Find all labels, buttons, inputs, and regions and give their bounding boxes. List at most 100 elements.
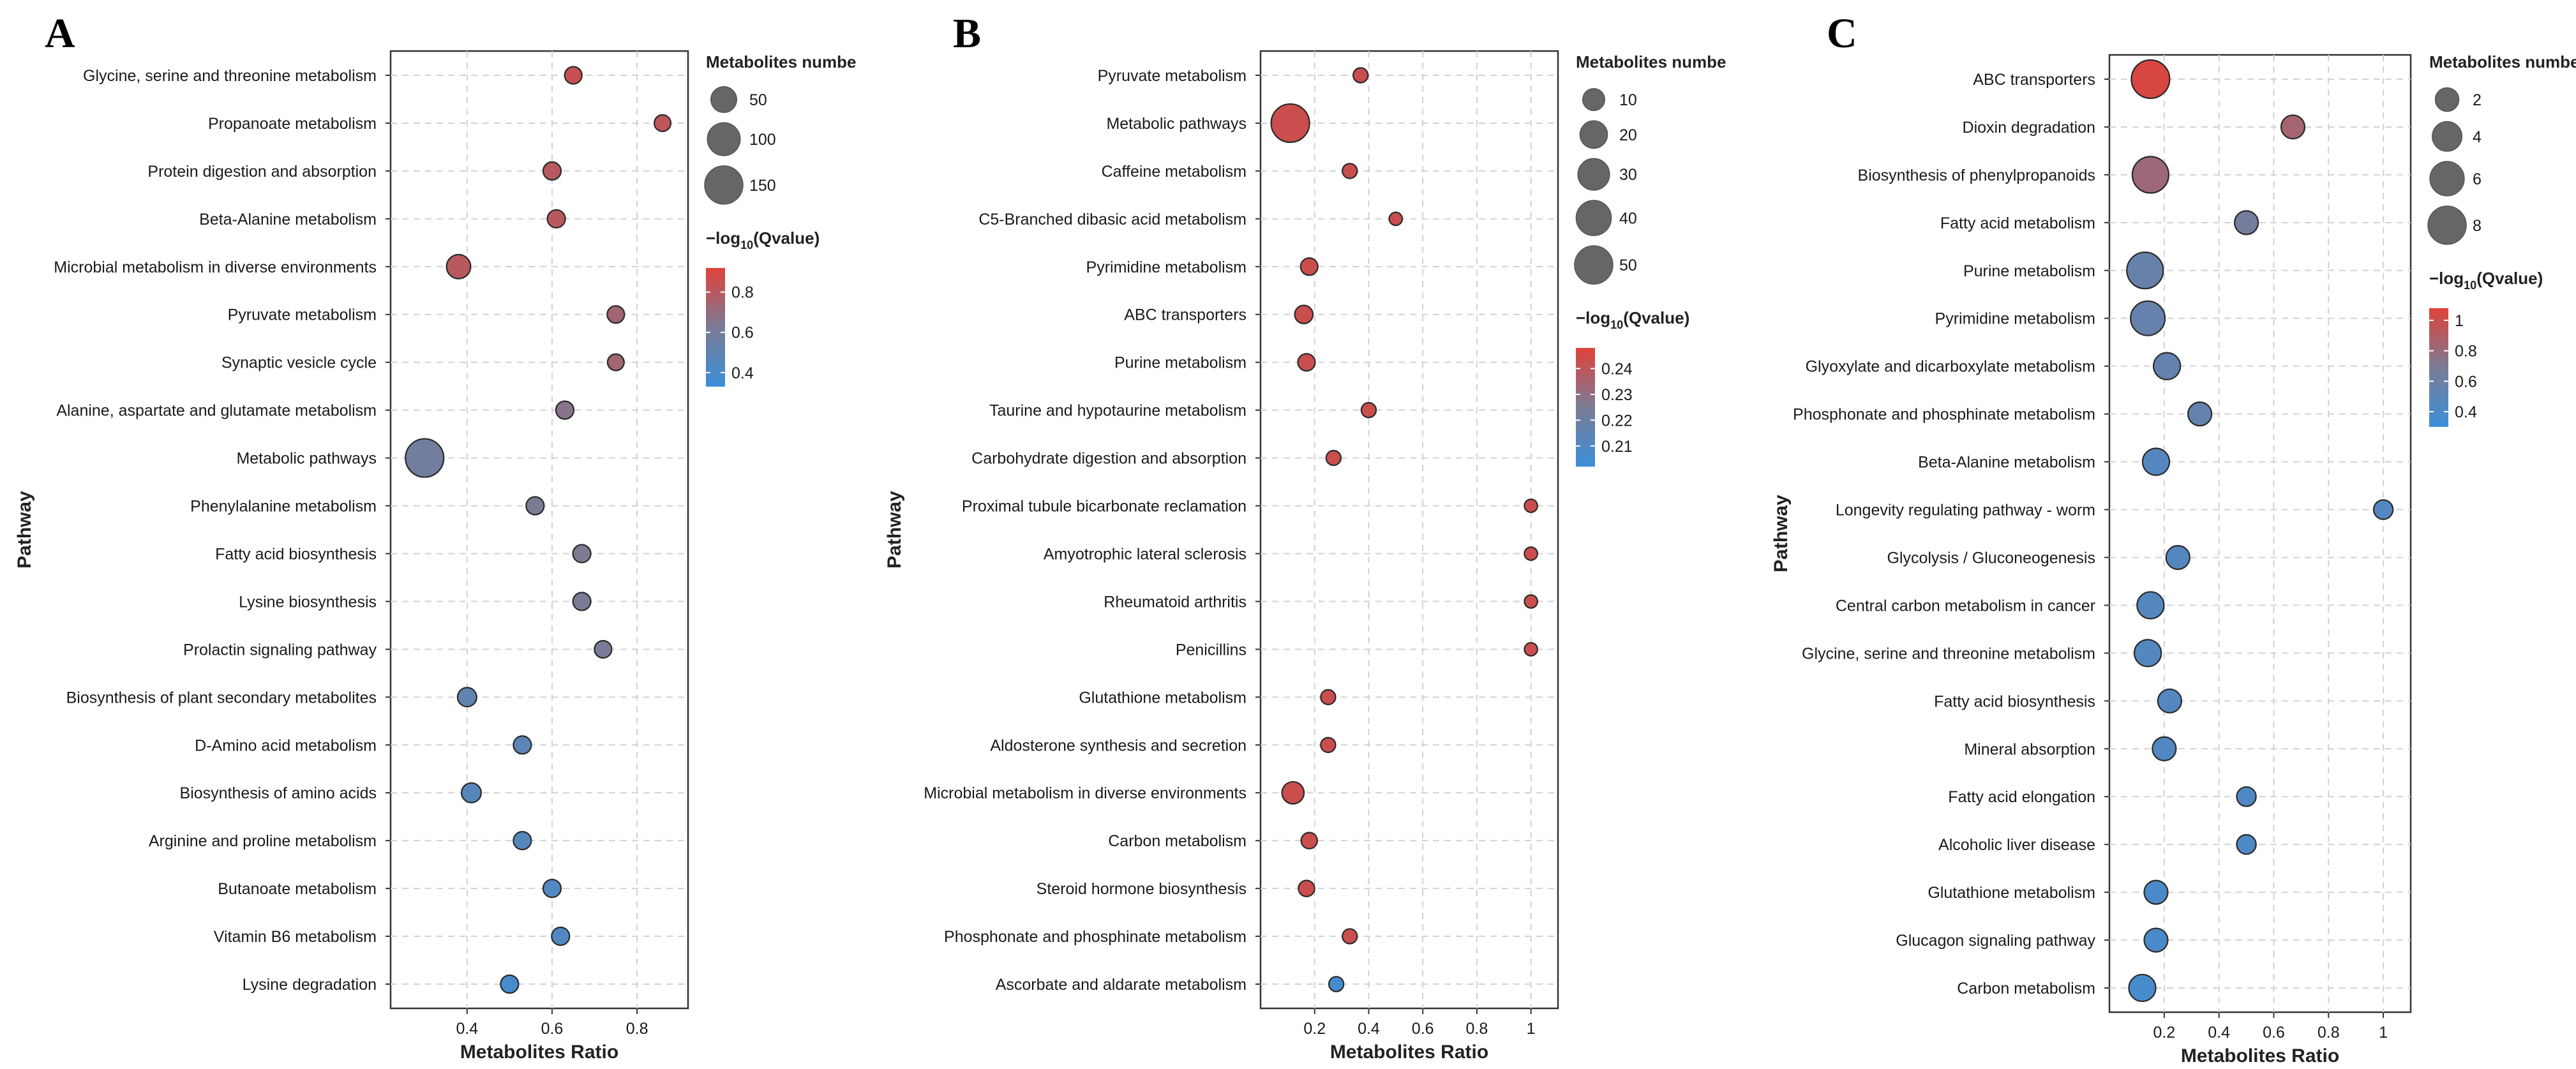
data-point <box>1320 689 1337 706</box>
data-point <box>555 400 575 420</box>
x-tick-label: 0.6 <box>2263 1024 2285 1042</box>
x-tick-label: 1 <box>1527 1020 1536 1038</box>
data-point <box>551 926 571 946</box>
data-point <box>542 161 562 181</box>
size-legend-circle <box>704 165 744 205</box>
pathway-label: Alcoholic liver disease <box>1938 836 2095 854</box>
pathway-label: Caffeine metabolism <box>1102 163 1247 181</box>
plot-frame <box>2108 54 2412 1013</box>
data-point <box>1300 832 1318 849</box>
pathway-label: Glyoxylate and dicarboxylate metabolism <box>1806 358 2095 376</box>
data-point <box>1388 211 1404 227</box>
pathway-label: Lysine biosynthesis <box>239 593 377 611</box>
data-point <box>1360 401 1377 419</box>
pathway-label: Prolactin signaling pathway <box>183 641 377 659</box>
data-point <box>546 209 566 228</box>
pathway-label: Protein digestion and absorption <box>147 163 377 181</box>
pathway-label: Carbon metabolism <box>1957 980 2095 998</box>
pathway-label: D-Amino acid metabolism <box>195 736 377 754</box>
pathway-label: Glutathione metabolism <box>1079 689 1247 706</box>
data-point <box>446 253 472 280</box>
size-legend-label: 100 <box>749 131 776 149</box>
size-legend-label: 4 <box>2473 128 2482 146</box>
pathway-label: Fatty acid biosynthesis <box>1934 692 2095 710</box>
size-legend-circle <box>710 86 738 114</box>
pathway-label: Synaptic vesicle cycle <box>221 354 377 372</box>
data-point <box>1524 546 1538 561</box>
pathway-label: Arginine and proline metabolism <box>149 832 377 850</box>
data-point <box>405 438 445 478</box>
data-point <box>525 496 545 516</box>
size-legend-circle <box>1579 120 1608 149</box>
x-tick-label: 0.2 <box>2153 1024 2175 1042</box>
color-legend-label: 0.4 <box>731 364 754 382</box>
pathway-label: Purine metabolism <box>1114 354 1247 372</box>
data-point <box>2280 114 2306 140</box>
color-legend-label: 1 <box>2455 312 2464 330</box>
data-point <box>1299 257 1319 276</box>
panel-letter: B <box>953 10 981 57</box>
data-point <box>594 639 613 659</box>
color-legend-bar <box>2429 308 2448 427</box>
data-point <box>2165 544 2190 571</box>
color-legend-label: 0.8 <box>2455 343 2477 361</box>
color-legend-label: 0.6 <box>2455 373 2477 391</box>
pathway-label: Amyotrophic lateral sclerosis <box>1044 545 1247 563</box>
y-axis-title: Pathway <box>1771 495 1792 572</box>
data-point <box>2372 499 2394 520</box>
size-legend-label: 10 <box>1619 91 1637 109</box>
data-point <box>2236 786 2257 807</box>
pathway-label: Central carbon metabolism in cancer <box>1836 597 2095 615</box>
x-tick-label: 0.8 <box>626 1020 648 1038</box>
data-point <box>1297 353 1316 372</box>
size-legend-circle <box>2434 87 2460 112</box>
data-point <box>606 305 625 324</box>
color-legend-bar <box>706 267 725 387</box>
data-point <box>2143 879 2169 905</box>
x-tick-label: 0.8 <box>1466 1020 1488 1038</box>
color-legend-label: 0.6 <box>731 324 754 342</box>
panel-letter: C <box>1827 10 1857 57</box>
data-point <box>542 878 562 899</box>
x-tick-label: 0.4 <box>456 1020 478 1038</box>
data-point <box>1320 736 1337 753</box>
pathway-label: Mineral absorption <box>1964 740 2095 758</box>
data-point <box>1294 304 1314 325</box>
pathway-label: Phosphonate and phosphinate metabolism <box>1793 406 2095 424</box>
size-legend-title: Metabolites numbe <box>1576 52 1726 71</box>
data-point <box>2130 59 2171 100</box>
size-legend-label: 50 <box>1619 257 1637 274</box>
size-legend-circle <box>1574 245 1614 285</box>
pathway-label: Pyrimidine metabolism <box>1086 258 1247 276</box>
pathway-label: C5-Branched dibasic acid metabolism <box>978 211 1247 228</box>
data-point <box>2131 156 2169 194</box>
data-point <box>1524 594 1538 609</box>
data-point <box>2143 927 2169 953</box>
panel-b: B Pyruvate metabolism Metabolic pathways Ca… <box>884 10 1726 1063</box>
pathway-label: Microbial metabolism in diverse environm… <box>924 784 1247 802</box>
pathway-label: Glycine, serine and threonine metabolism <box>83 67 377 85</box>
x-tick-label: 0.2 <box>1303 1020 1326 1038</box>
data-point <box>1524 498 1538 513</box>
data-point <box>2152 352 2182 380</box>
x-tick-label: 0.4 <box>2208 1024 2230 1042</box>
panel-a: A Glycine, serine and threonine metabolis… <box>14 10 856 1063</box>
data-point <box>513 735 532 755</box>
pathway-label: Taurine and hypotaurine metabolism <box>989 402 1247 420</box>
x-axis-title: Metabolites Ratio <box>460 1042 618 1063</box>
size-legend-circle <box>707 122 741 156</box>
data-point <box>2136 591 2165 620</box>
data-point <box>654 114 672 132</box>
color-legend-label: 0.4 <box>2455 403 2477 421</box>
pathway-label: Carbon metabolism <box>1108 832 1247 850</box>
size-legend-label: 6 <box>2473 170 2482 188</box>
size-legend-circle <box>2427 206 2467 245</box>
pathway-label: Carbohydrate digestion and absorption <box>971 450 1247 468</box>
pathway-label: Butanoate metabolism <box>218 880 377 898</box>
data-point <box>1342 928 1358 945</box>
pathway-label: Glycine, serine and threonine metabolism <box>1802 645 2095 662</box>
color-legend-bar <box>1576 348 1595 467</box>
data-point <box>460 782 482 804</box>
color-legend-title: −log10(Qvalue) <box>2429 269 2543 292</box>
size-legend-title: Metabolites numbe <box>706 52 856 71</box>
